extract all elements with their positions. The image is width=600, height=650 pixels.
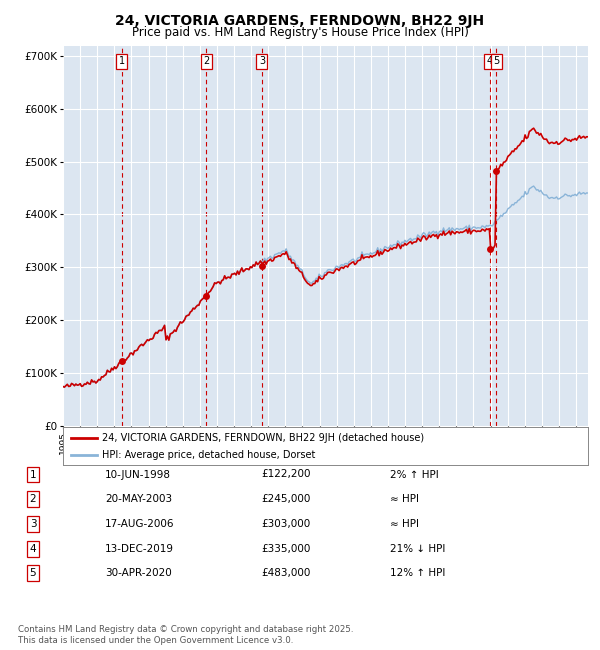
Text: 4: 4 (29, 543, 37, 554)
Text: 21% ↓ HPI: 21% ↓ HPI (390, 543, 445, 554)
Text: £245,000: £245,000 (261, 494, 310, 504)
Text: 10-JUN-1998: 10-JUN-1998 (105, 469, 171, 480)
Text: 24, VICTORIA GARDENS, FERNDOWN, BH22 9JH: 24, VICTORIA GARDENS, FERNDOWN, BH22 9JH (115, 14, 485, 29)
Text: 3: 3 (29, 519, 37, 529)
Text: 24, VICTORIA GARDENS, FERNDOWN, BH22 9JH (detached house): 24, VICTORIA GARDENS, FERNDOWN, BH22 9JH… (103, 433, 425, 443)
Text: 12% ↑ HPI: 12% ↑ HPI (390, 568, 445, 578)
Text: 5: 5 (493, 57, 499, 66)
Text: Price paid vs. HM Land Registry's House Price Index (HPI): Price paid vs. HM Land Registry's House … (131, 26, 469, 39)
Text: £122,200: £122,200 (261, 469, 311, 480)
Text: 20-MAY-2003: 20-MAY-2003 (105, 494, 172, 504)
Text: 17-AUG-2006: 17-AUG-2006 (105, 519, 175, 529)
Text: 5: 5 (29, 568, 37, 578)
Text: 2: 2 (29, 494, 37, 504)
Text: ≈ HPI: ≈ HPI (390, 494, 419, 504)
Text: ≈ HPI: ≈ HPI (390, 519, 419, 529)
Text: Contains HM Land Registry data © Crown copyright and database right 2025.
This d: Contains HM Land Registry data © Crown c… (18, 625, 353, 645)
Text: 1: 1 (119, 57, 125, 66)
Text: 2: 2 (203, 57, 209, 66)
Text: 30-APR-2020: 30-APR-2020 (105, 568, 172, 578)
Text: 2% ↑ HPI: 2% ↑ HPI (390, 469, 439, 480)
Text: HPI: Average price, detached house, Dorset: HPI: Average price, detached house, Dors… (103, 450, 316, 460)
Text: £483,000: £483,000 (261, 568, 310, 578)
Text: 1: 1 (29, 469, 37, 480)
Text: 4: 4 (487, 57, 493, 66)
Text: £303,000: £303,000 (261, 519, 310, 529)
Text: £335,000: £335,000 (261, 543, 310, 554)
Text: 13-DEC-2019: 13-DEC-2019 (105, 543, 174, 554)
Text: 3: 3 (259, 57, 265, 66)
